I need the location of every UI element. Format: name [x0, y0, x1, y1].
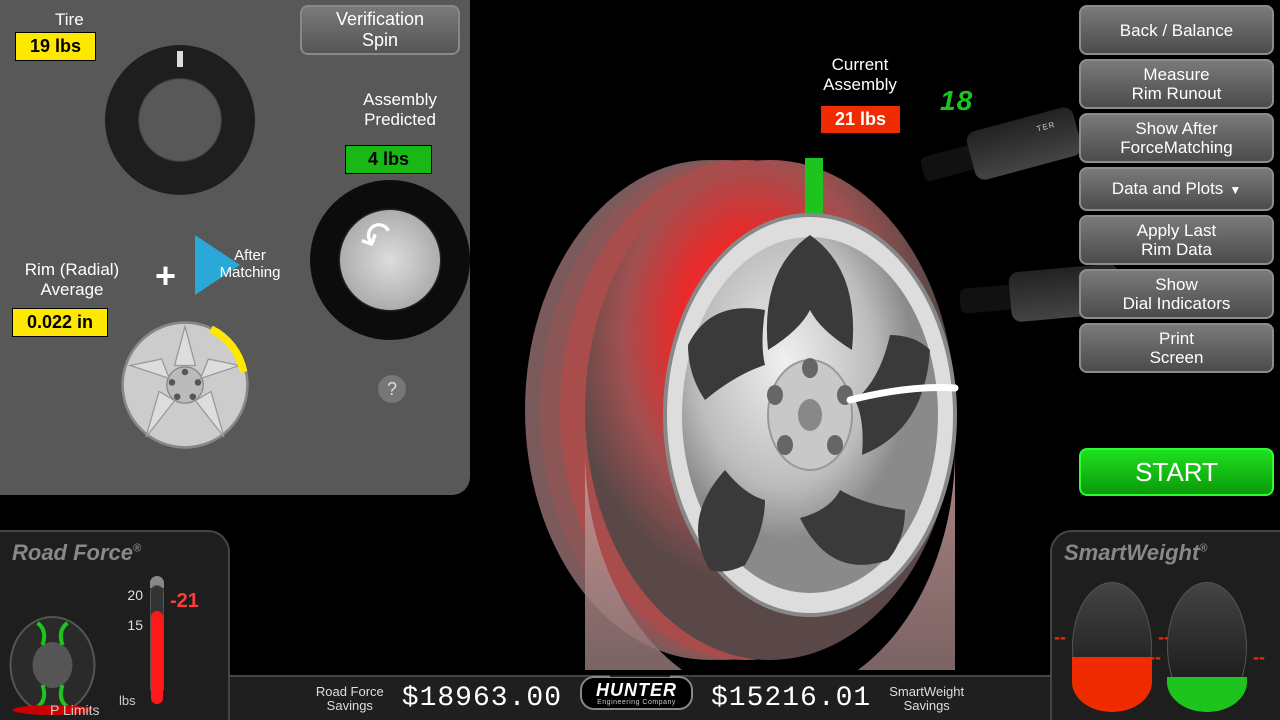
start-button[interactable]: START — [1079, 448, 1274, 496]
smartweight-tire-left: -- -- — [1072, 582, 1152, 712]
smartweight-brand: SmartWeight® — [1064, 540, 1268, 566]
roadforce-tire-icon — [5, 605, 100, 715]
show-dial-indicators-button[interactable]: ShowDial Indicators — [1079, 269, 1274, 319]
current-assembly-label: CurrentAssembly — [800, 55, 920, 95]
rim-radial-label: Rim (Radial)Average — [12, 260, 132, 300]
chevron-down-icon: ▼ — [1229, 183, 1241, 197]
roadforce-brand: Road Force® — [12, 540, 216, 566]
savings-strip: Road ForceSavings $18963.00 HUNTER Engin… — [230, 675, 1050, 720]
hunter-logo: HUNTER Engineering Company — [580, 676, 693, 710]
smartweight-panel: SmartWeight® -- -- -- -- — [1050, 530, 1280, 720]
rim-value-badge: 0.022 in — [12, 308, 108, 337]
print-screen-button[interactable]: PrintScreen — [1079, 323, 1274, 373]
measure-rim-runout-button[interactable]: MeasureRim Runout — [1079, 59, 1274, 109]
counter-value: 18 — [940, 85, 973, 117]
data-and-plots-button[interactable]: Data and Plots▼ — [1079, 167, 1274, 211]
bottom-bar: Road Force® 2015 lbs -21 P Limits SmartW… — [0, 520, 1280, 720]
smartweight-tire-right: -- -- — [1167, 582, 1247, 712]
right-button-column: Back / Balance MeasureRim Runout Show Af… — [1079, 5, 1274, 373]
config-panel: Tire 19 lbs Verification Spin AssemblyPr… — [0, 0, 470, 495]
apply-last-rim-data-button[interactable]: Apply LastRim Data — [1079, 215, 1274, 265]
roadforce-gauge: 2015 lbs -21 — [115, 580, 215, 710]
tire-label: Tire — [55, 10, 84, 30]
roadforce-savings-amount: $18963.00 — [402, 683, 562, 714]
verification-spin-button[interactable]: Verification Spin — [300, 5, 460, 55]
roadforce-savings-label: Road ForceSavings — [316, 685, 384, 713]
help-icon[interactable]: ? — [378, 375, 406, 403]
assembly-predicted-label: AssemblyPredicted — [330, 90, 470, 130]
back-balance-button[interactable]: Back / Balance — [1079, 5, 1274, 55]
rim-wheel-icon — [120, 320, 250, 450]
p-limits-label: P Limits — [50, 702, 100, 718]
smartweight-savings-label: SmartWeightSavings — [889, 685, 964, 713]
tire-value-badge: 19 lbs — [15, 32, 96, 61]
plus-icon: + — [155, 255, 176, 297]
after-matching-arrow: AfterMatching — [195, 235, 305, 295]
predicted-value-badge: 4 lbs — [345, 145, 432, 174]
roadforce-panel: Road Force® 2015 lbs -21 P Limits — [0, 530, 230, 720]
show-after-forcematching-button[interactable]: Show AfterForceMatching — [1079, 113, 1274, 163]
assembly-wheel-icon: ↶ — [310, 180, 470, 340]
roadforce-gauge-value: -21 — [170, 590, 199, 613]
smartweight-savings-amount: $15216.01 — [711, 683, 871, 714]
tire-ring-icon — [105, 45, 255, 195]
